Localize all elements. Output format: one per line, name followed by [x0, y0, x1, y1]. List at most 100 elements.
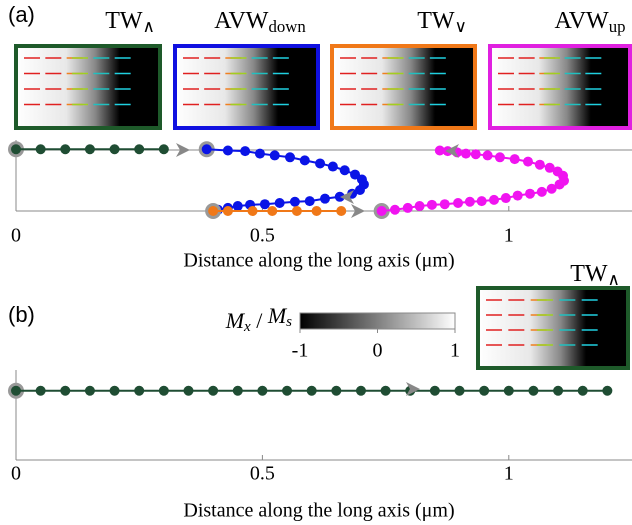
point — [336, 206, 347, 216]
point — [311, 206, 322, 216]
panel-label: (a) — [8, 2, 35, 27]
colorbar-label-part: s — [286, 314, 292, 330]
point — [534, 159, 545, 170]
point — [509, 154, 520, 165]
arrow-head — [406, 382, 420, 396]
inset-frame — [330, 44, 477, 130]
point — [109, 144, 120, 155]
point — [376, 206, 387, 216]
point — [355, 385, 366, 396]
point — [284, 152, 295, 163]
label-sub: up — [609, 17, 626, 36]
point — [546, 183, 557, 194]
inset-label: AVWdown — [214, 8, 306, 36]
point — [304, 196, 315, 207]
point — [134, 144, 145, 155]
inset-image — [332, 46, 475, 128]
inset-label: TW∧ — [105, 8, 155, 36]
inset-frame — [14, 44, 162, 130]
x-tick-label: 0.5 — [250, 463, 275, 485]
point — [11, 385, 21, 396]
point — [464, 196, 475, 207]
point — [222, 206, 233, 216]
arrow-head — [351, 204, 365, 218]
point — [240, 146, 251, 157]
point — [299, 155, 310, 166]
point — [183, 385, 194, 396]
point — [434, 145, 445, 156]
colorbar-label-part: / — [251, 308, 268, 333]
point — [267, 206, 278, 216]
point — [389, 204, 400, 215]
point — [354, 185, 365, 196]
x-axis-label: Distance along the long axis (μm) — [183, 250, 454, 272]
point — [426, 199, 437, 210]
inset-label: TW∨ — [417, 8, 467, 36]
x-tick-label: 0 — [11, 225, 21, 247]
point — [84, 144, 95, 155]
inset-image — [16, 46, 160, 128]
colorbar-tick-label: 1 — [450, 340, 460, 362]
point — [489, 194, 500, 205]
point — [319, 193, 330, 204]
point — [291, 206, 302, 216]
point — [454, 385, 465, 396]
label-main: TW — [417, 8, 455, 34]
label-main: TW — [105, 8, 143, 34]
point — [552, 166, 563, 177]
point — [35, 385, 46, 396]
inset-label: TW∧ — [570, 261, 620, 289]
point — [331, 385, 342, 396]
point — [536, 186, 547, 197]
point — [528, 385, 539, 396]
point — [11, 144, 21, 155]
point — [439, 199, 450, 210]
point — [306, 385, 317, 396]
colorbar-label-part: x — [243, 319, 251, 335]
point — [222, 145, 233, 156]
point — [315, 158, 326, 169]
direction-arrows — [176, 143, 459, 396]
arrow-head — [340, 190, 354, 204]
point — [476, 196, 487, 207]
label-main: AVW — [214, 8, 269, 34]
x-tick-label: 0.5 — [250, 225, 275, 247]
point — [380, 385, 391, 396]
point — [289, 196, 300, 207]
point — [208, 206, 219, 216]
point — [282, 385, 293, 396]
point — [259, 199, 270, 210]
point — [257, 385, 268, 396]
label-main: TW — [570, 261, 608, 287]
point — [544, 162, 555, 173]
point — [84, 385, 95, 396]
point — [232, 201, 243, 212]
point — [453, 197, 464, 208]
point — [158, 144, 169, 155]
point — [402, 202, 413, 213]
point — [577, 385, 588, 396]
label-sub: down — [268, 17, 306, 36]
label-main: AVW — [554, 8, 609, 34]
point — [482, 150, 493, 161]
point — [503, 385, 514, 396]
label-sub: ∨ — [455, 17, 467, 36]
label-sub: ∧ — [143, 17, 155, 36]
x-tick-label: 1 — [504, 463, 514, 485]
point — [602, 385, 613, 396]
point — [350, 169, 361, 180]
point — [512, 190, 523, 201]
inset-frame — [488, 44, 632, 130]
colorbar-label-part: M — [267, 303, 288, 328]
point — [254, 148, 265, 159]
inset-frame — [476, 286, 630, 370]
label-sub: ∧ — [608, 270, 620, 289]
point — [269, 150, 280, 161]
panel-label: (b) — [8, 302, 35, 327]
inset-image — [175, 46, 318, 128]
point — [334, 191, 345, 202]
arrow-head — [445, 144, 459, 158]
point — [60, 144, 71, 155]
point — [232, 385, 243, 396]
